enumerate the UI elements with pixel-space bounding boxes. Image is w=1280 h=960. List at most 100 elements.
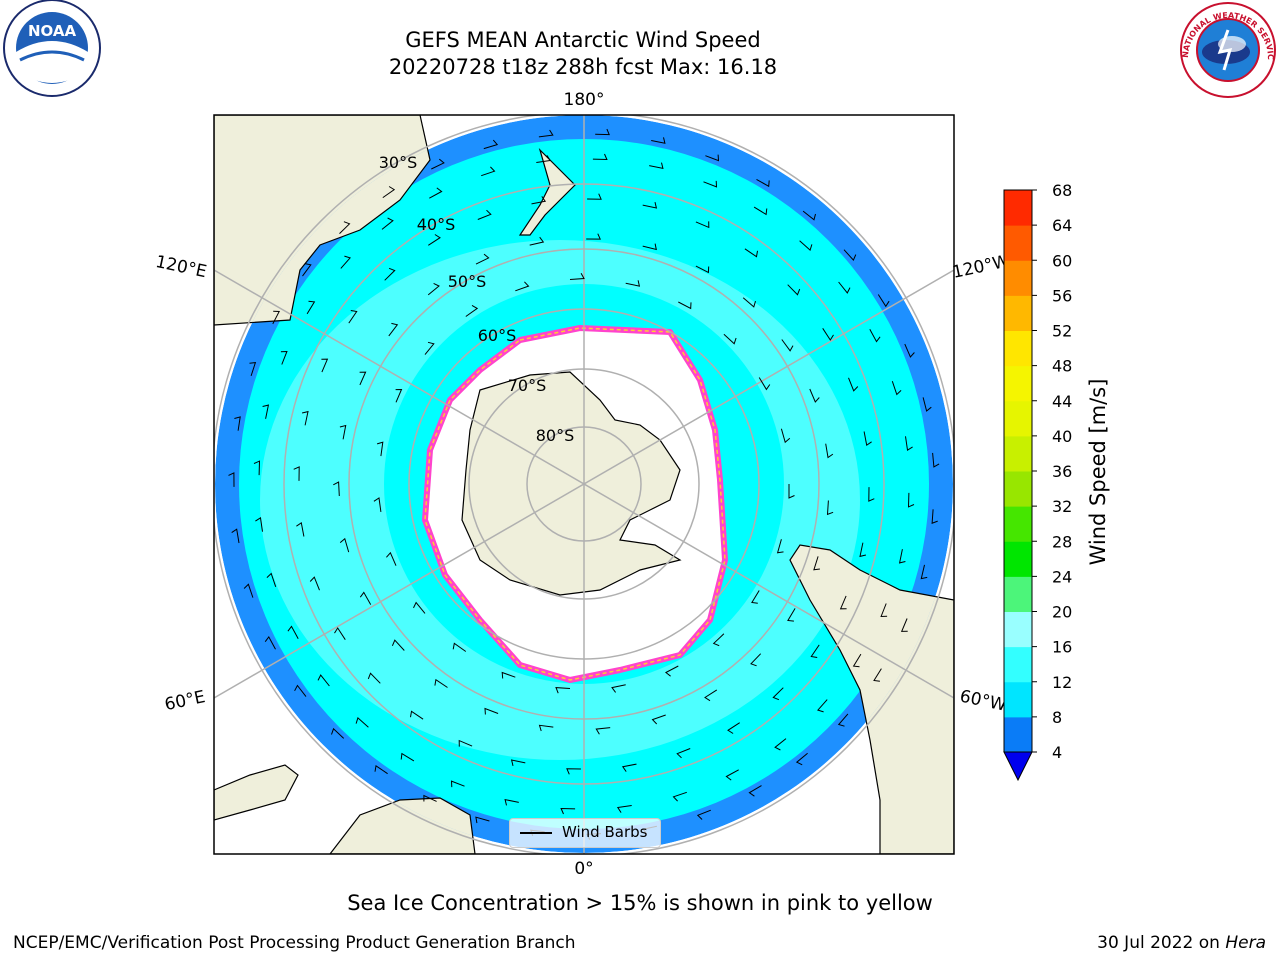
wind-barb-54 — [621, 763, 637, 772]
wind-barb-149 — [932, 452, 940, 468]
colorbar-bin-11 — [1004, 330, 1032, 367]
wind-barb-51 — [772, 687, 784, 701]
colorbar-tick-label-48: 48 — [1052, 357, 1072, 376]
wind-barb-74 — [744, 248, 758, 258]
lat-label-60: 60°S — [478, 326, 517, 345]
newzealand-land-disk — [518, 147, 576, 236]
legend-label: Wind Barbs — [562, 823, 648, 841]
wind-barb-8 — [452, 642, 467, 652]
wind-barb-22 — [780, 428, 791, 444]
wind-barb-67 — [384, 267, 396, 281]
wind-barb-46 — [781, 339, 794, 352]
wind-barb-50 — [810, 644, 820, 658]
wind-barb-128 — [243, 583, 254, 598]
colorbar-tick-label-36: 36 — [1052, 462, 1072, 481]
wind-barb-90 — [355, 717, 369, 728]
wind-barb-116 — [852, 653, 862, 668]
colorbar-under-arrow — [1003, 751, 1033, 782]
wind-barb-156 — [748, 785, 762, 797]
wind-barb-2 — [751, 590, 760, 604]
colorbar-bin-1 — [1004, 681, 1032, 718]
wind-barb-15 — [465, 304, 479, 317]
wind-barb-115 — [880, 603, 888, 618]
wind-barb-52 — [727, 722, 740, 734]
wind-barb-45 — [742, 297, 756, 308]
wind-barb-83 — [725, 769, 739, 781]
wind-barb-87 — [504, 798, 519, 806]
wind-barb-144 — [802, 210, 816, 221]
wind-barb-114 — [898, 549, 906, 564]
wind-barb-91 — [317, 674, 330, 687]
colorbar-bin-4 — [1004, 576, 1032, 612]
wind-barb-99 — [340, 255, 351, 269]
wind-barb-24 — [787, 608, 796, 622]
wind-barb-70 — [531, 196, 547, 205]
lon-label-top: 180° — [564, 90, 605, 110]
colorbar-tick-label-4: 4 — [1052, 743, 1062, 762]
wind-barb-131 — [234, 416, 241, 431]
wind-barb-13 — [395, 388, 403, 403]
wind-barb-129 — [231, 528, 240, 544]
wind-barb-79 — [868, 487, 875, 502]
colorbar-bin-6 — [1004, 506, 1032, 542]
wind-barb-6 — [555, 687, 571, 694]
wind-barb-95 — [253, 460, 261, 476]
wind-barb-125 — [331, 727, 345, 739]
wind-barb-71 — [587, 193, 602, 200]
colorbar-bin-9 — [1004, 400, 1032, 437]
colorbar-bin-12 — [1004, 295, 1032, 331]
madagascar-land — [214, 764, 299, 821]
wind-barb-101 — [429, 187, 443, 199]
wind-barb-123 — [423, 794, 437, 802]
lat-label-80: 80°S — [536, 426, 575, 445]
wind-barb-113 — [907, 492, 915, 508]
wind-barb-96 — [262, 404, 270, 419]
wind-barb-147 — [904, 343, 915, 358]
colorbar-tick-label-20: 20 — [1052, 603, 1072, 622]
wind-barb-107 — [753, 206, 768, 216]
lon-label-60e: 60°E — [163, 687, 207, 715]
wind-barb-102 — [481, 166, 496, 177]
wind-barb-1 — [776, 539, 784, 554]
graticule — [214, 115, 954, 854]
wind-barb-57 — [458, 739, 473, 747]
wind-barb-88 — [450, 780, 465, 788]
wind-barb-110 — [869, 329, 881, 343]
footer-host: Hera — [1225, 933, 1266, 953]
wind-barb-68 — [428, 234, 441, 246]
wind-barb-118 — [696, 809, 711, 820]
wind-barb-14 — [424, 341, 435, 355]
wind-barb-148 — [922, 397, 932, 412]
wind-barb-49 — [826, 500, 834, 516]
wind-barb-127 — [264, 635, 276, 650]
wind-barb-109 — [838, 281, 851, 294]
lat-label-50: 50°S — [448, 272, 487, 291]
wind-barb-151 — [920, 564, 928, 580]
wind-barb-28 — [595, 727, 611, 735]
wind-barb-32 — [391, 639, 405, 651]
colorbar-bin-7 — [1004, 471, 1032, 507]
wind-barb-130 — [228, 472, 235, 487]
wind-barb-34 — [339, 537, 350, 553]
wind-barbs — [228, 128, 940, 840]
wind-barb-153 — [873, 668, 882, 682]
wind-barb-12 — [376, 441, 384, 457]
wind-barb-63 — [293, 466, 300, 481]
wind-barb-37 — [359, 371, 367, 386]
lat-label-40: 40°S — [417, 215, 456, 234]
wind-barb-33 — [359, 591, 372, 605]
wind-barb-58 — [410, 710, 424, 720]
wind-barb-10 — [386, 551, 397, 566]
lon-label-60w: 60°W — [958, 686, 1008, 715]
wind-barb-64 — [301, 410, 309, 426]
colorbar-bin-8 — [1004, 435, 1032, 472]
wind-barb-26 — [704, 689, 718, 702]
wind-barb-124 — [374, 764, 388, 775]
wind-barb-35 — [333, 481, 340, 497]
wind-barb-134 — [302, 263, 312, 277]
wind-barb-21 — [758, 377, 771, 391]
wind-barb-78 — [863, 431, 872, 447]
wind-barb-82 — [774, 738, 787, 751]
wind-barb-100 — [381, 217, 394, 230]
colorbar-bin-10 — [1004, 365, 1032, 402]
